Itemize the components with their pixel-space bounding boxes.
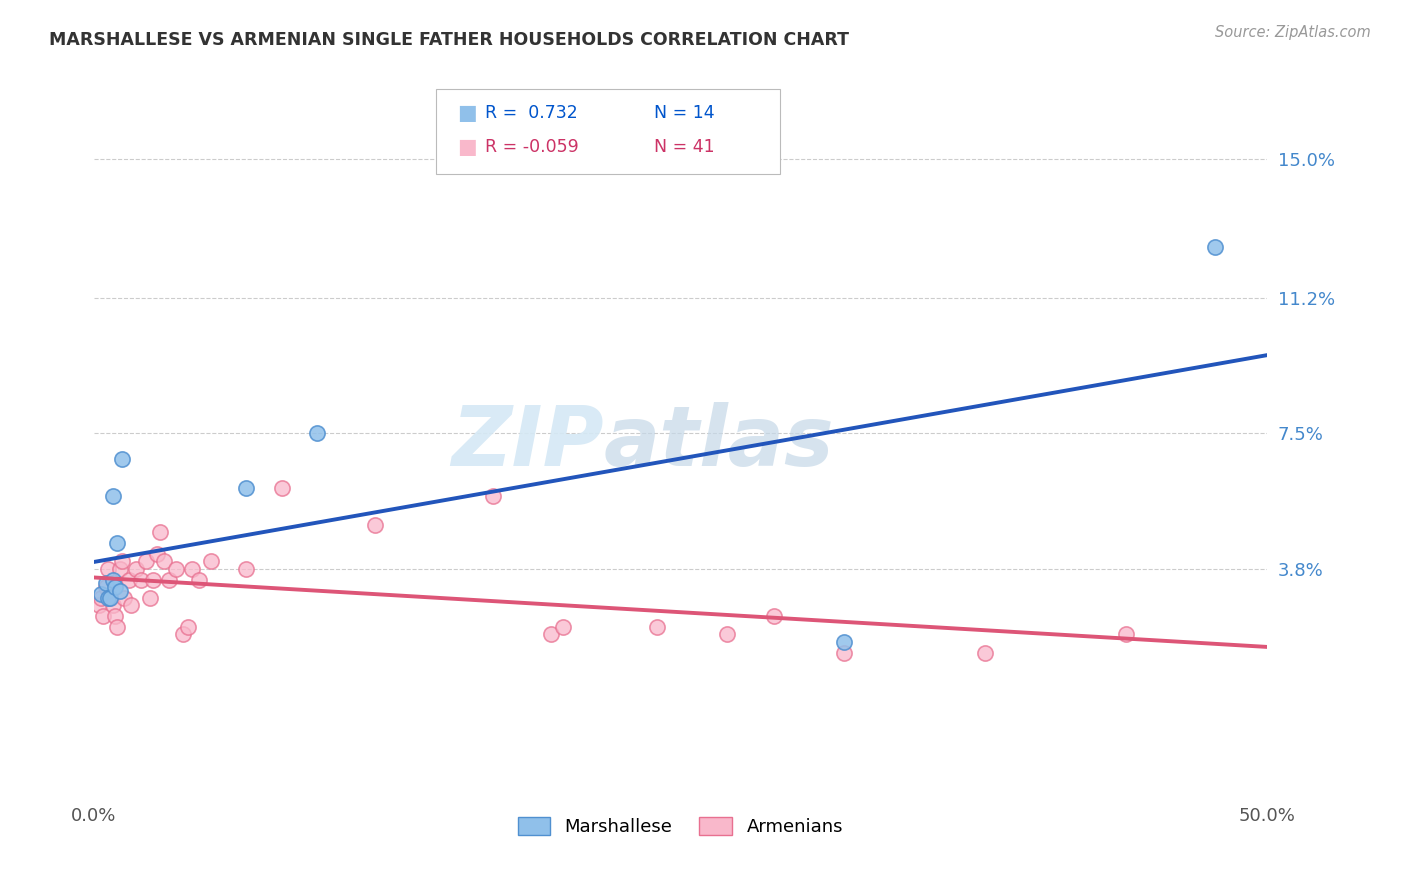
Point: [111, 452, 134, 467]
Point: [540, 627, 562, 641]
Point: [1204, 240, 1226, 254]
Point: [108, 583, 131, 598]
Point: [834, 634, 856, 648]
Point: [90, 587, 112, 601]
Point: [94, 576, 117, 591]
Point: [98, 591, 121, 605]
Point: [305, 426, 328, 441]
Point: [149, 525, 172, 540]
Text: ZIP: ZIP: [451, 402, 605, 483]
Point: [108, 562, 131, 576]
Text: ■: ■: [457, 103, 477, 123]
Point: [763, 609, 786, 624]
Point: [364, 517, 387, 532]
Point: [551, 620, 574, 634]
Text: ■: ■: [457, 137, 477, 157]
Text: N = 14: N = 14: [654, 104, 714, 122]
Point: [645, 620, 668, 634]
Point: [1115, 627, 1137, 641]
Point: [104, 609, 127, 624]
Point: [104, 580, 127, 594]
Point: [146, 547, 169, 561]
Point: [118, 573, 141, 587]
Point: [111, 554, 134, 568]
Text: atlas: atlas: [605, 402, 835, 483]
Point: [97, 591, 120, 605]
Point: [177, 620, 200, 634]
Text: Source: ZipAtlas.com: Source: ZipAtlas.com: [1215, 25, 1371, 40]
Point: [142, 573, 165, 587]
Text: MARSHALLESE VS ARMENIAN SINGLE FATHER HOUSEHOLDS CORRELATION CHART: MARSHALLESE VS ARMENIAN SINGLE FATHER HO…: [49, 31, 849, 49]
Point: [270, 481, 292, 495]
Point: [200, 554, 222, 568]
Point: [135, 554, 157, 568]
Point: [94, 580, 117, 594]
Text: R = -0.059: R = -0.059: [485, 138, 579, 156]
Point: [120, 598, 142, 612]
Point: [101, 573, 124, 587]
Legend: Marshallese, Armenians: Marshallese, Armenians: [510, 809, 851, 843]
Point: [98, 591, 121, 605]
Point: [101, 489, 124, 503]
Point: [974, 646, 997, 660]
Point: [125, 562, 148, 576]
Point: [172, 627, 194, 641]
Point: [188, 573, 211, 587]
Point: [157, 573, 180, 587]
Point: [181, 562, 204, 576]
Text: R =  0.732: R = 0.732: [485, 104, 578, 122]
Point: [87, 598, 110, 612]
Point: [165, 562, 187, 576]
Point: [235, 562, 257, 576]
Point: [112, 591, 135, 605]
Point: [834, 646, 856, 660]
Point: [129, 573, 152, 587]
Point: [105, 620, 128, 634]
Point: [716, 627, 738, 641]
Point: [153, 554, 176, 568]
Text: N = 41: N = 41: [654, 138, 714, 156]
Point: [105, 536, 128, 550]
Point: [90, 591, 112, 605]
Point: [481, 489, 503, 503]
Point: [91, 609, 114, 624]
Point: [235, 481, 257, 495]
Point: [101, 598, 124, 612]
Point: [97, 562, 120, 576]
Point: [139, 591, 162, 605]
